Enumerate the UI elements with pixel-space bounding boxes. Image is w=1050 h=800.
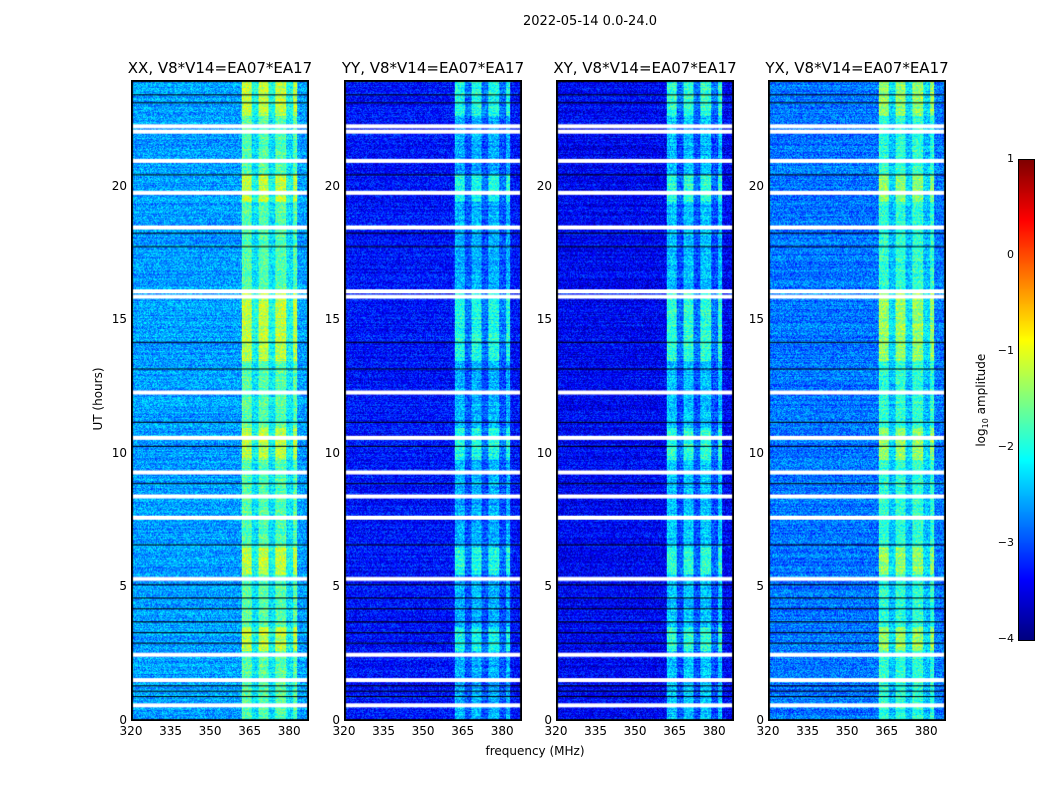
- x-tick-label: 350: [835, 724, 859, 738]
- y-tick-label: 15: [324, 312, 340, 327]
- y-tick-label: 15: [111, 312, 127, 327]
- x-tick-label: 320: [119, 724, 143, 738]
- panel-title: XX, V8*V14=EA07*EA17: [127, 59, 313, 77]
- y-tick-label: 0: [332, 713, 340, 727]
- y-tick-label: 20: [324, 178, 340, 193]
- y-tick-label: 20: [536, 178, 552, 193]
- y-tick-label: 5: [544, 579, 552, 594]
- colorbar: [1018, 159, 1035, 641]
- colorbar-tick-label: 1: [1007, 152, 1014, 165]
- y-tick-label: 10: [748, 445, 764, 460]
- x-tick-label: 350: [198, 724, 222, 738]
- colorbar-tick-label: −1: [997, 344, 1014, 357]
- y-tick-label: 15: [748, 312, 764, 327]
- colorbar-tick-label: −2: [997, 440, 1014, 453]
- x-tick-label: 320: [756, 724, 780, 738]
- x-tick-label: 365: [875, 724, 899, 738]
- y-tick-label: 20: [748, 178, 764, 193]
- y-tick-label: 0: [544, 713, 552, 727]
- y-tick-label: 5: [332, 579, 340, 594]
- x-tick-label: 380: [490, 724, 514, 738]
- y-tick-label: 10: [111, 445, 127, 460]
- x-tick-label: 320: [544, 724, 568, 738]
- panel-title: XY, V8*V14=EA07*EA17: [553, 59, 737, 77]
- y-axis-label: UT (hours): [91, 367, 105, 431]
- x-tick-label: 350: [623, 724, 647, 738]
- x-tick-label: 350: [411, 724, 435, 738]
- x-tick-label: 365: [451, 724, 475, 738]
- colorbar-tick-label: 0: [1007, 248, 1014, 261]
- panel-title: YY, V8*V14=EA07*EA17: [341, 59, 525, 77]
- colorbar-tick-label: −4: [997, 632, 1014, 645]
- y-tick-label: 15: [536, 312, 552, 327]
- x-tick-label: 335: [159, 724, 182, 738]
- y-tick-label: 10: [324, 445, 340, 460]
- x-tick-label: 335: [584, 724, 607, 738]
- colorbar-label: log10 amplitude: [973, 353, 991, 447]
- y-tick-label: 5: [756, 579, 764, 594]
- x-tick-label: 335: [372, 724, 395, 738]
- x-tick-label: 380: [277, 724, 301, 738]
- y-tick-label: 0: [119, 713, 127, 727]
- y-tick-label: 5: [119, 579, 127, 594]
- panel-title: YX, V8*V14=EA07*EA17: [765, 59, 949, 77]
- heatmap-panel: [344, 80, 522, 721]
- x-tick-label: 365: [238, 724, 262, 738]
- heatmap-panel: [131, 80, 309, 721]
- heatmap-panel: [768, 80, 946, 721]
- y-tick-label: 20: [111, 178, 127, 193]
- x-tick-label: 380: [702, 724, 726, 738]
- x-tick-label: 335: [796, 724, 819, 738]
- heatmap-panel: [556, 80, 734, 721]
- x-tick-label: 380: [914, 724, 938, 738]
- colorbar-tick-label: −3: [997, 536, 1014, 549]
- x-axis-label: frequency (MHz): [485, 744, 585, 758]
- figure-title: 2022-05-14 0.0-24.0: [523, 14, 657, 29]
- x-tick-label: 320: [332, 724, 356, 738]
- y-tick-label: 10: [536, 445, 552, 460]
- y-tick-label: 0: [756, 713, 764, 727]
- x-tick-label: 365: [663, 724, 687, 738]
